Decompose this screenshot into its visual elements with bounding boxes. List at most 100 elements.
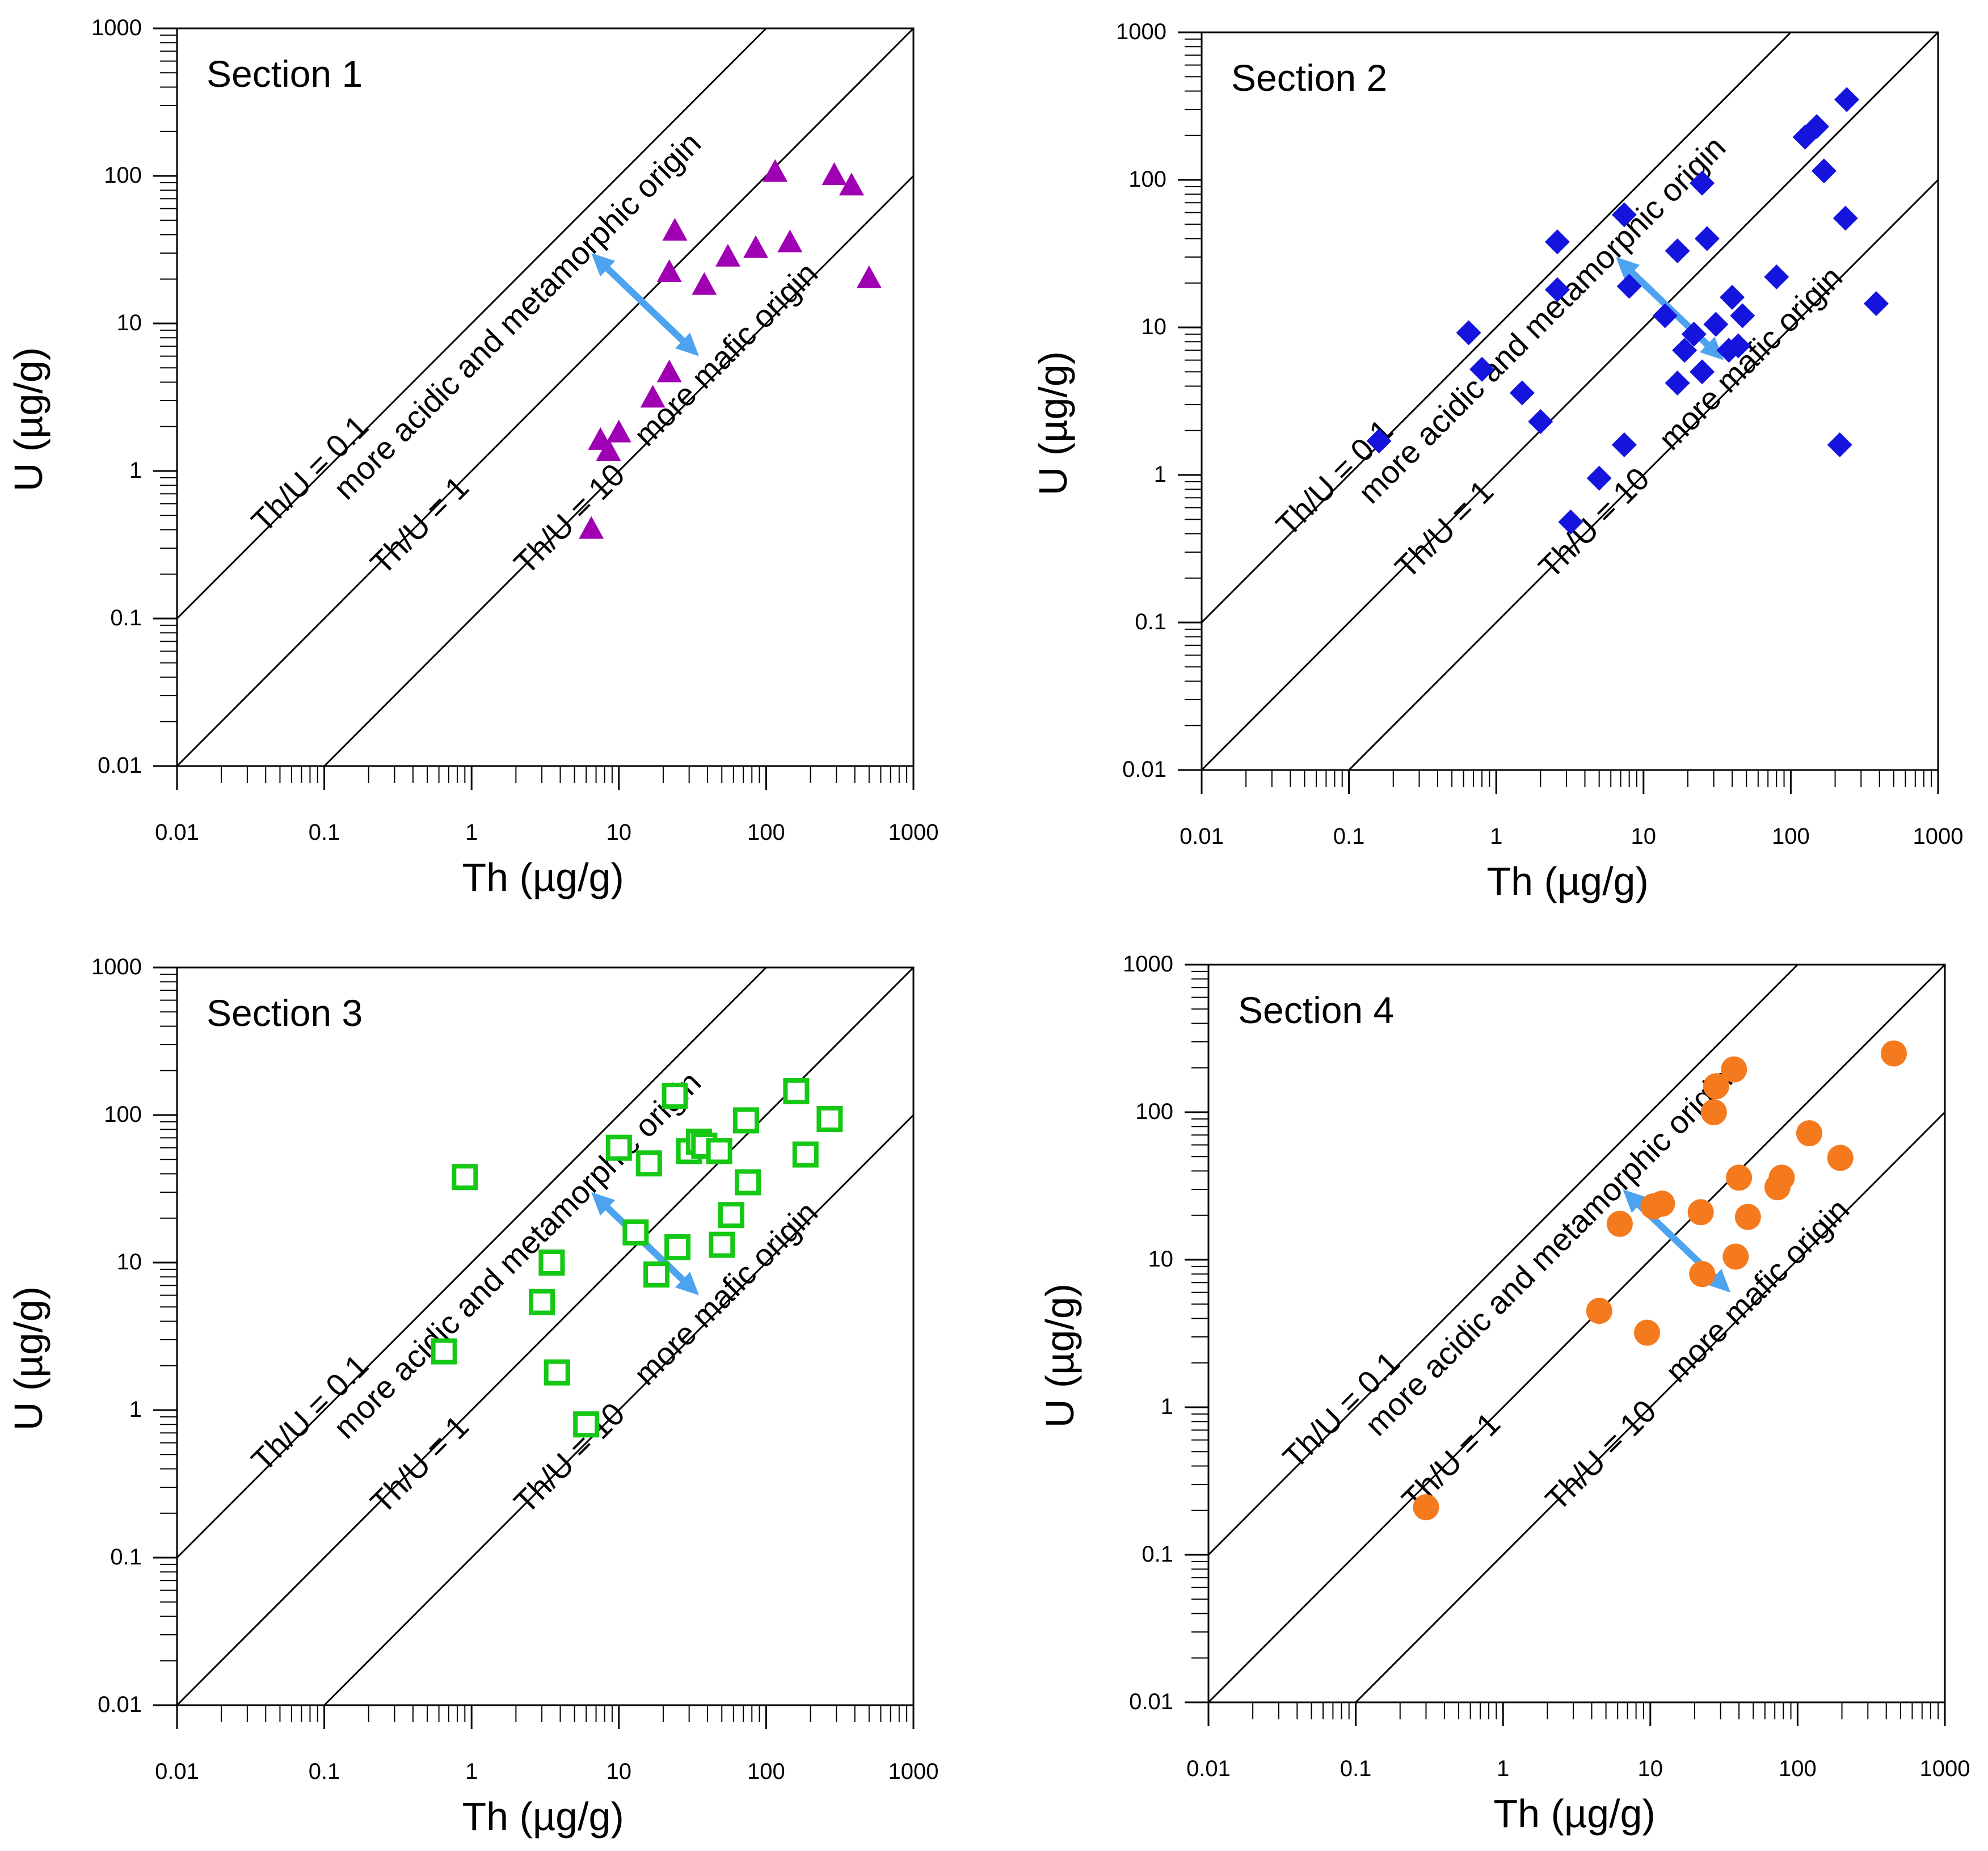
- data-point: [1690, 170, 1715, 196]
- data-point: [1690, 359, 1715, 385]
- y-tick-label: 0.01: [98, 1692, 142, 1717]
- data-point: [706, 1138, 732, 1164]
- reference-lines: Th/U = 0.1Th/U = 1 Th/U = 10: [1201, 31, 1939, 771]
- x-tick-label: 1: [465, 820, 478, 845]
- data-point: [656, 359, 682, 382]
- data-point: [1681, 321, 1707, 347]
- ratio-line: [1201, 31, 1792, 624]
- y-tick-label: 0.01: [1122, 757, 1166, 782]
- data-point: [734, 1169, 761, 1196]
- ratio-line: [1355, 1111, 1946, 1703]
- trend-arrow-tail: [591, 253, 616, 277]
- ratio-line: [176, 27, 767, 620]
- x-tick-label: 0.1: [309, 1759, 340, 1784]
- y-tick-label: 1: [1154, 462, 1166, 487]
- data-point: [1544, 277, 1570, 302]
- data-point: [573, 1411, 600, 1438]
- ratio-line-label: Th/U = 1: [364, 469, 476, 582]
- y-axis-title: U (µg/g): [1038, 1284, 1082, 1428]
- data-point: [1544, 229, 1570, 255]
- data-point: [692, 272, 717, 295]
- ratio-line: [1207, 964, 1799, 1556]
- y-tick-label: 0.1: [110, 1545, 142, 1570]
- trend-arrow-tail: [591, 1192, 616, 1216]
- data-points: [431, 1078, 843, 1438]
- data-point: [777, 229, 803, 253]
- axis-ticks: [153, 966, 915, 1729]
- data-point: [783, 1078, 810, 1105]
- panel-title: Section 4: [1238, 989, 1394, 1031]
- data-point: [1811, 158, 1837, 184]
- data-point: [538, 1250, 565, 1276]
- data-point: [579, 516, 604, 539]
- reference-lines: Th/U = 0.1Th/U = 1 Th/U = 10: [176, 27, 915, 767]
- data-point: [1730, 303, 1755, 329]
- data-point: [1413, 1494, 1439, 1521]
- axis-ticks: [153, 27, 915, 790]
- y-tick-label: 0.01: [98, 753, 142, 778]
- data-point: [1834, 87, 1860, 112]
- y-tick-label: 10: [1148, 1247, 1174, 1272]
- y-tick-label: 0.01: [1129, 1689, 1173, 1714]
- trend-arrow-head: [1707, 1269, 1731, 1293]
- data-point: [1586, 465, 1612, 491]
- ratio-line: [323, 1114, 915, 1706]
- trend-arrow: [591, 253, 700, 356]
- data-point: [743, 235, 769, 258]
- data-point: [1652, 303, 1678, 329]
- x-tick-label: 1000: [888, 820, 939, 845]
- x-tick-label: 0.01: [155, 820, 199, 845]
- data-point: [1703, 312, 1729, 337]
- y-tick-label: 10: [117, 310, 142, 335]
- y-tick-label: 0.1: [110, 605, 142, 630]
- x-tick-label: 0.1: [309, 820, 340, 845]
- y-tick-label: 0.1: [1142, 1542, 1173, 1567]
- data-point: [839, 173, 864, 196]
- data-point: [635, 1150, 662, 1177]
- x-tick-label: 100: [747, 1759, 785, 1784]
- x-tick-label: 0.01: [1186, 1756, 1231, 1781]
- x-axis-title: Th (µg/g): [1493, 1791, 1655, 1836]
- panel-title: Section 3: [207, 992, 363, 1034]
- x-tick-label: 0.01: [1180, 824, 1224, 849]
- panel-title: Section 1: [207, 53, 363, 95]
- data-point: [1611, 202, 1637, 228]
- data-point: [816, 1105, 843, 1132]
- data-point: [1616, 274, 1642, 299]
- data-point: [622, 1219, 649, 1246]
- data-point: [709, 1231, 735, 1258]
- data-point: [856, 265, 882, 288]
- data-point: [1796, 1120, 1822, 1147]
- trend-arrow-shaft: [602, 263, 689, 346]
- plot-frame: [1207, 964, 1946, 1703]
- data-point: [1469, 356, 1495, 382]
- data-point: [1764, 264, 1789, 289]
- x-tick-label: 1: [465, 1759, 478, 1784]
- data-point: [1804, 113, 1830, 139]
- x-axis-title: Th (µg/g): [1486, 859, 1648, 903]
- x-tick-label: 1000: [1913, 824, 1964, 849]
- x-tick-label: 10: [1631, 824, 1657, 849]
- trend-arrow-tail: [1623, 1189, 1647, 1213]
- data-point: [596, 438, 621, 461]
- trend-arrow-head: [675, 333, 700, 356]
- y-tick-label: 1000: [1123, 952, 1173, 977]
- ratio-line-label: Th/U = 10: [507, 1395, 632, 1520]
- trend-arrow-tail: [1616, 256, 1640, 281]
- x-tick-label: 100: [747, 820, 785, 845]
- y-tick-label: 1: [129, 458, 142, 483]
- reference-lines: Th/U = 0.1Th/U = 1 Th/U = 10: [176, 966, 915, 1706]
- data-point: [1456, 320, 1481, 346]
- data-point: [606, 419, 631, 443]
- data-point: [718, 1202, 744, 1229]
- data-point: [1694, 226, 1720, 251]
- axis-ticks: [1178, 31, 1939, 794]
- data-point: [1611, 432, 1637, 457]
- y-tick-label: 1: [129, 1397, 142, 1422]
- data-point: [1700, 1099, 1727, 1125]
- y-axis-title: U (µg/g): [1031, 351, 1075, 495]
- data-point: [643, 1261, 670, 1288]
- panel-1: 0.01 0.1 1 10 100 1000 0.01 0.1 1 10 100 1000 Th (µg…: [6, 15, 938, 899]
- data-points: [1366, 87, 1889, 535]
- y-tick-label: 10: [117, 1250, 142, 1274]
